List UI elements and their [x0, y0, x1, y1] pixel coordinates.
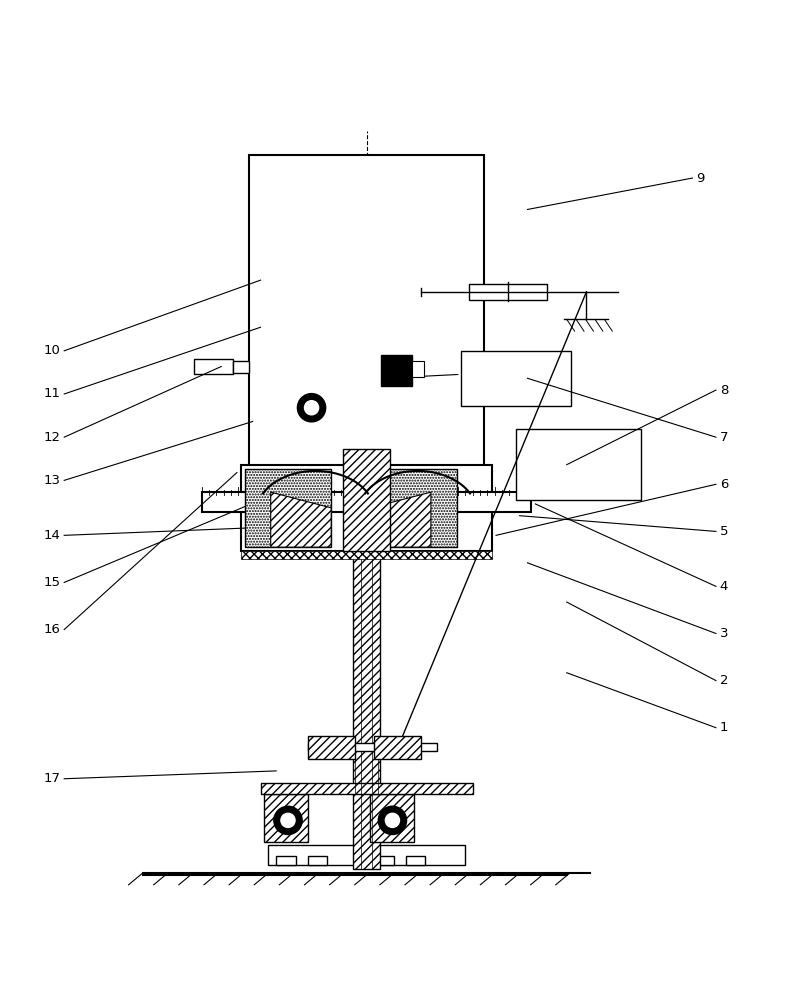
Text: 5: 5: [720, 525, 728, 538]
Polygon shape: [271, 492, 331, 547]
Bar: [374, 736, 422, 759]
Text: 6: 6: [720, 478, 728, 491]
Text: 13: 13: [43, 474, 60, 487]
Bar: [233, 361, 249, 373]
Bar: [261, 783, 473, 794]
Bar: [374, 845, 465, 865]
Bar: [618, 443, 632, 457]
Bar: [194, 359, 233, 374]
Bar: [515, 429, 641, 500]
Bar: [381, 355, 412, 386]
Bar: [353, 512, 381, 869]
Circle shape: [281, 813, 295, 827]
Bar: [265, 794, 307, 842]
Text: 1: 1: [720, 721, 728, 734]
Bar: [241, 551, 492, 559]
Text: 12: 12: [43, 431, 60, 444]
Text: 10: 10: [43, 344, 60, 357]
Bar: [523, 457, 634, 480]
Text: 11: 11: [43, 387, 60, 400]
Bar: [241, 465, 492, 551]
Polygon shape: [370, 492, 431, 547]
Text: 8: 8: [720, 384, 728, 397]
Text: 7: 7: [720, 431, 728, 444]
Text: 17: 17: [43, 772, 60, 785]
Bar: [551, 363, 563, 374]
Bar: [269, 845, 359, 865]
Bar: [202, 492, 531, 512]
Bar: [307, 856, 327, 865]
Circle shape: [385, 813, 400, 827]
Bar: [602, 443, 616, 457]
Text: 16: 16: [43, 623, 60, 636]
Bar: [461, 351, 571, 406]
Circle shape: [304, 401, 318, 415]
Bar: [374, 856, 394, 865]
Bar: [406, 856, 426, 865]
Bar: [539, 363, 551, 374]
Text: 15: 15: [43, 576, 60, 589]
Bar: [355, 465, 378, 508]
Bar: [307, 743, 437, 751]
Text: 3: 3: [720, 627, 728, 640]
Text: 14: 14: [43, 529, 60, 542]
Circle shape: [297, 394, 325, 422]
Bar: [277, 856, 296, 865]
Bar: [307, 736, 355, 759]
Bar: [370, 469, 457, 547]
Circle shape: [274, 806, 302, 835]
Bar: [245, 469, 331, 547]
Bar: [370, 794, 414, 842]
Bar: [469, 284, 547, 300]
Bar: [343, 449, 390, 551]
Bar: [249, 155, 485, 492]
Text: 9: 9: [697, 172, 704, 185]
Text: 2: 2: [720, 674, 728, 687]
Text: 4: 4: [720, 580, 728, 593]
Circle shape: [378, 806, 407, 835]
Bar: [469, 370, 563, 390]
Bar: [412, 361, 424, 377]
